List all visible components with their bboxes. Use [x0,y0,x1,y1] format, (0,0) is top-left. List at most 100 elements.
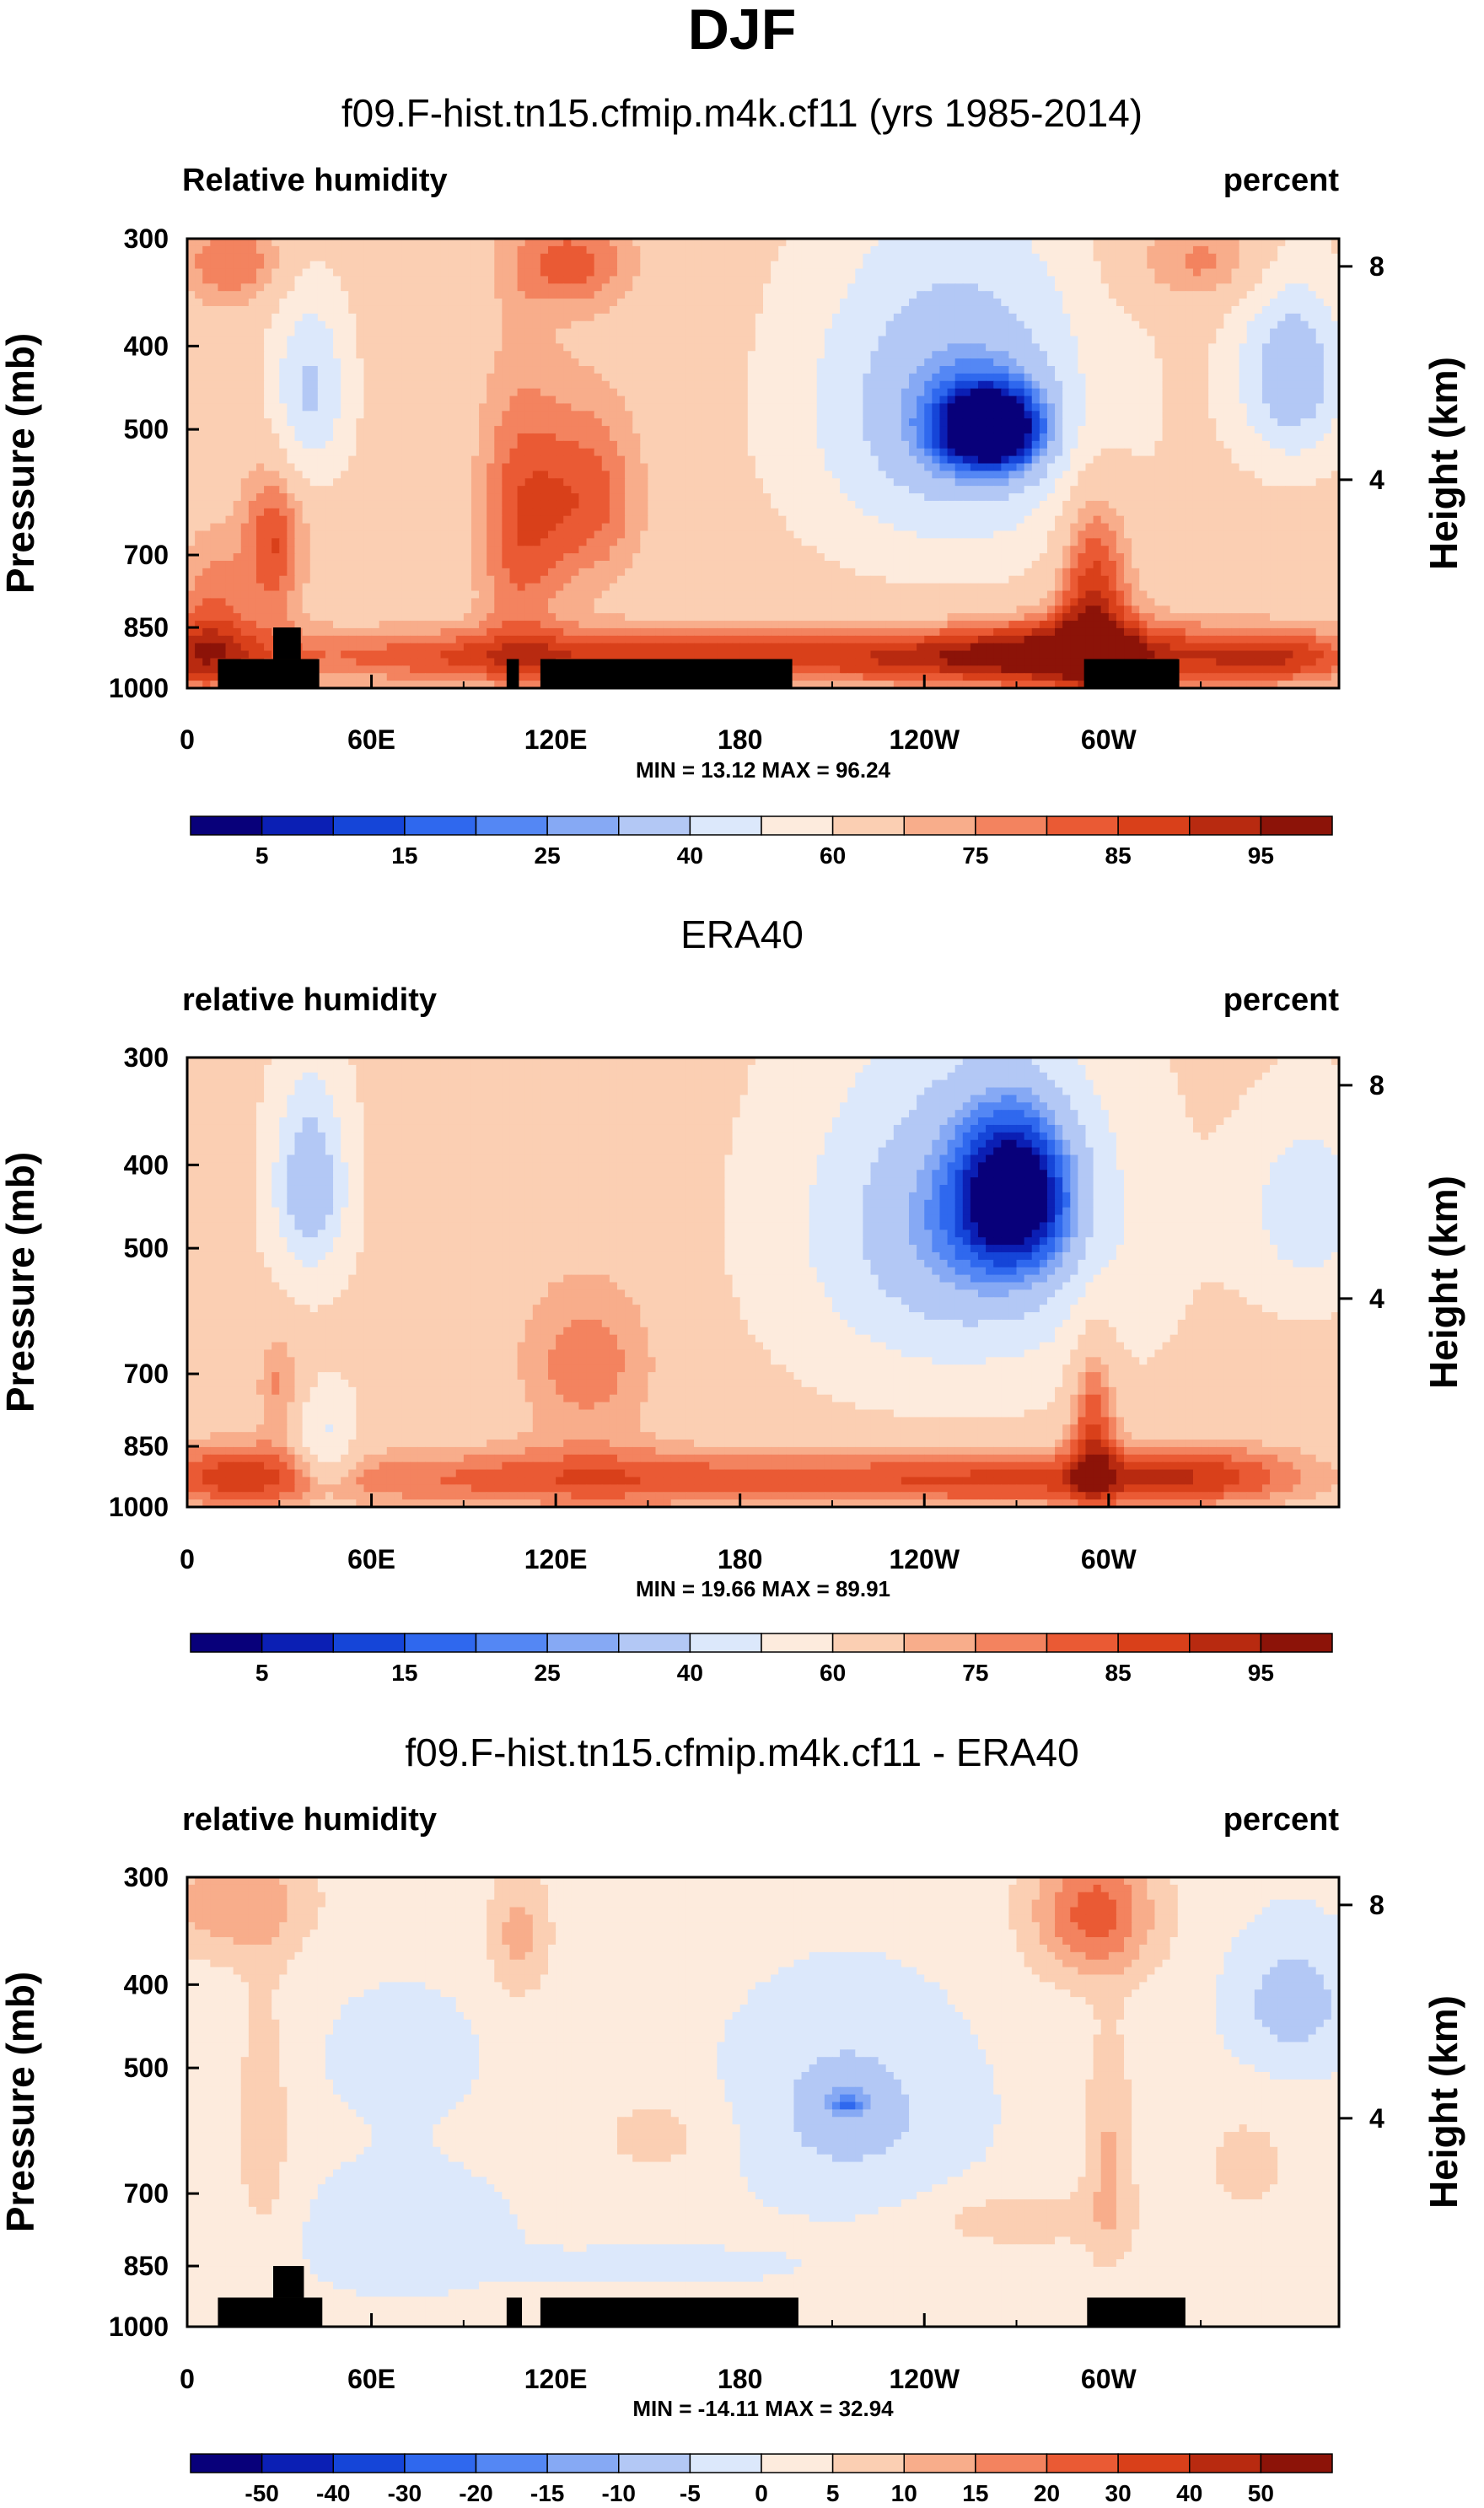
contour-cell [425,343,434,352]
contour-cell [556,388,564,397]
contour-cell [1016,351,1025,359]
contour-cell [272,336,280,344]
contour-cell [1285,351,1293,359]
contour-cell [1208,478,1217,487]
contour-cell [571,253,580,262]
contour-cell [670,245,680,255]
contour-cell [993,253,1002,262]
contour-cell [264,388,272,397]
contour-cell [1201,411,1209,419]
contour-cell [341,366,349,374]
contour-cell [279,396,288,405]
contour-cell [609,320,618,330]
contour-cell [1169,320,1179,330]
contour-cell [433,261,442,270]
contour-cell [586,411,595,419]
contour-cell [986,268,994,277]
contour-cell [187,343,196,352]
contour-cell [1308,291,1317,299]
contour-cell [1124,253,1132,262]
contour-cell [272,291,280,299]
contour-cell [771,411,779,419]
contour-cell [517,276,526,284]
contour-cell [993,433,1002,442]
contour-cell [1285,245,1293,255]
contour-cell [494,418,503,427]
contour-cell [1231,351,1240,359]
contour-cell [425,478,434,487]
contour-cell [847,411,856,419]
contour-cell [678,268,687,277]
contour-cell [686,396,695,405]
contour-cell [333,343,341,352]
contour-cell [601,478,610,487]
contour-cell [248,299,257,307]
contour-cell [187,418,196,427]
contour-cell [540,291,549,299]
contour-cell [1132,336,1140,344]
contour-cell [1300,336,1309,344]
contour-cell [893,299,902,307]
contour-cell [1201,418,1209,427]
contour-cell [548,380,556,390]
contour-cell [1016,426,1025,434]
contour-cell [394,261,403,270]
contour-cell [187,448,196,457]
contour-cell [1261,358,1271,367]
contour-cell [840,418,848,427]
contour-cell [831,373,841,382]
contour-cell [455,328,465,337]
contour-cell [571,328,580,337]
contour-cell [816,291,825,299]
contour-cell [755,388,764,397]
contour-cell [709,455,718,465]
contour-cell [986,305,994,315]
contour-cell [1277,328,1286,337]
contour-cell [1254,455,1263,465]
contour-cell [724,328,734,337]
contour-cell [847,239,856,247]
contour-cell [417,253,426,262]
contour-cell [548,351,556,359]
contour-cell [663,471,672,479]
contour-cell [1293,373,1302,382]
contour-cell [616,463,626,471]
contour-cell [771,366,779,374]
contour-cell [1323,268,1332,277]
contour-cell [248,426,257,434]
contour-cell [1162,418,1171,427]
contour-cell [417,478,426,487]
contour-cell [1216,380,1224,390]
contour-cell [1277,320,1286,330]
contour-cell [909,305,917,315]
contour-cell [248,403,257,412]
contour-cell [1216,448,1224,457]
contour-cell [893,440,902,449]
contour-cell [1070,299,1078,307]
contour-cell [763,328,772,337]
contour-cell [1223,276,1233,284]
contour-cell [1124,463,1132,471]
contour-cell [187,351,196,359]
contour-cell [1001,343,1010,352]
contour-cell [394,291,403,299]
contour-cell [1154,313,1164,322]
contour-cell [210,433,219,442]
contour-cell [1046,380,1056,390]
contour-cell [625,276,633,284]
contour-cell [1239,388,1248,397]
contour-cell [1216,261,1224,270]
contour-cell [540,448,549,457]
contour-cell [1085,478,1094,487]
contour-cell [294,486,304,494]
contour-cell [663,463,672,471]
contour-cell [287,396,296,405]
contour-cell [1024,343,1033,352]
contour-cell [678,320,687,330]
contour-cell [279,440,288,449]
contour-cell [225,433,234,442]
contour-cell [187,328,196,337]
contour-cell [272,268,280,277]
contour-cell [1254,320,1263,330]
contour-cell [993,320,1002,330]
